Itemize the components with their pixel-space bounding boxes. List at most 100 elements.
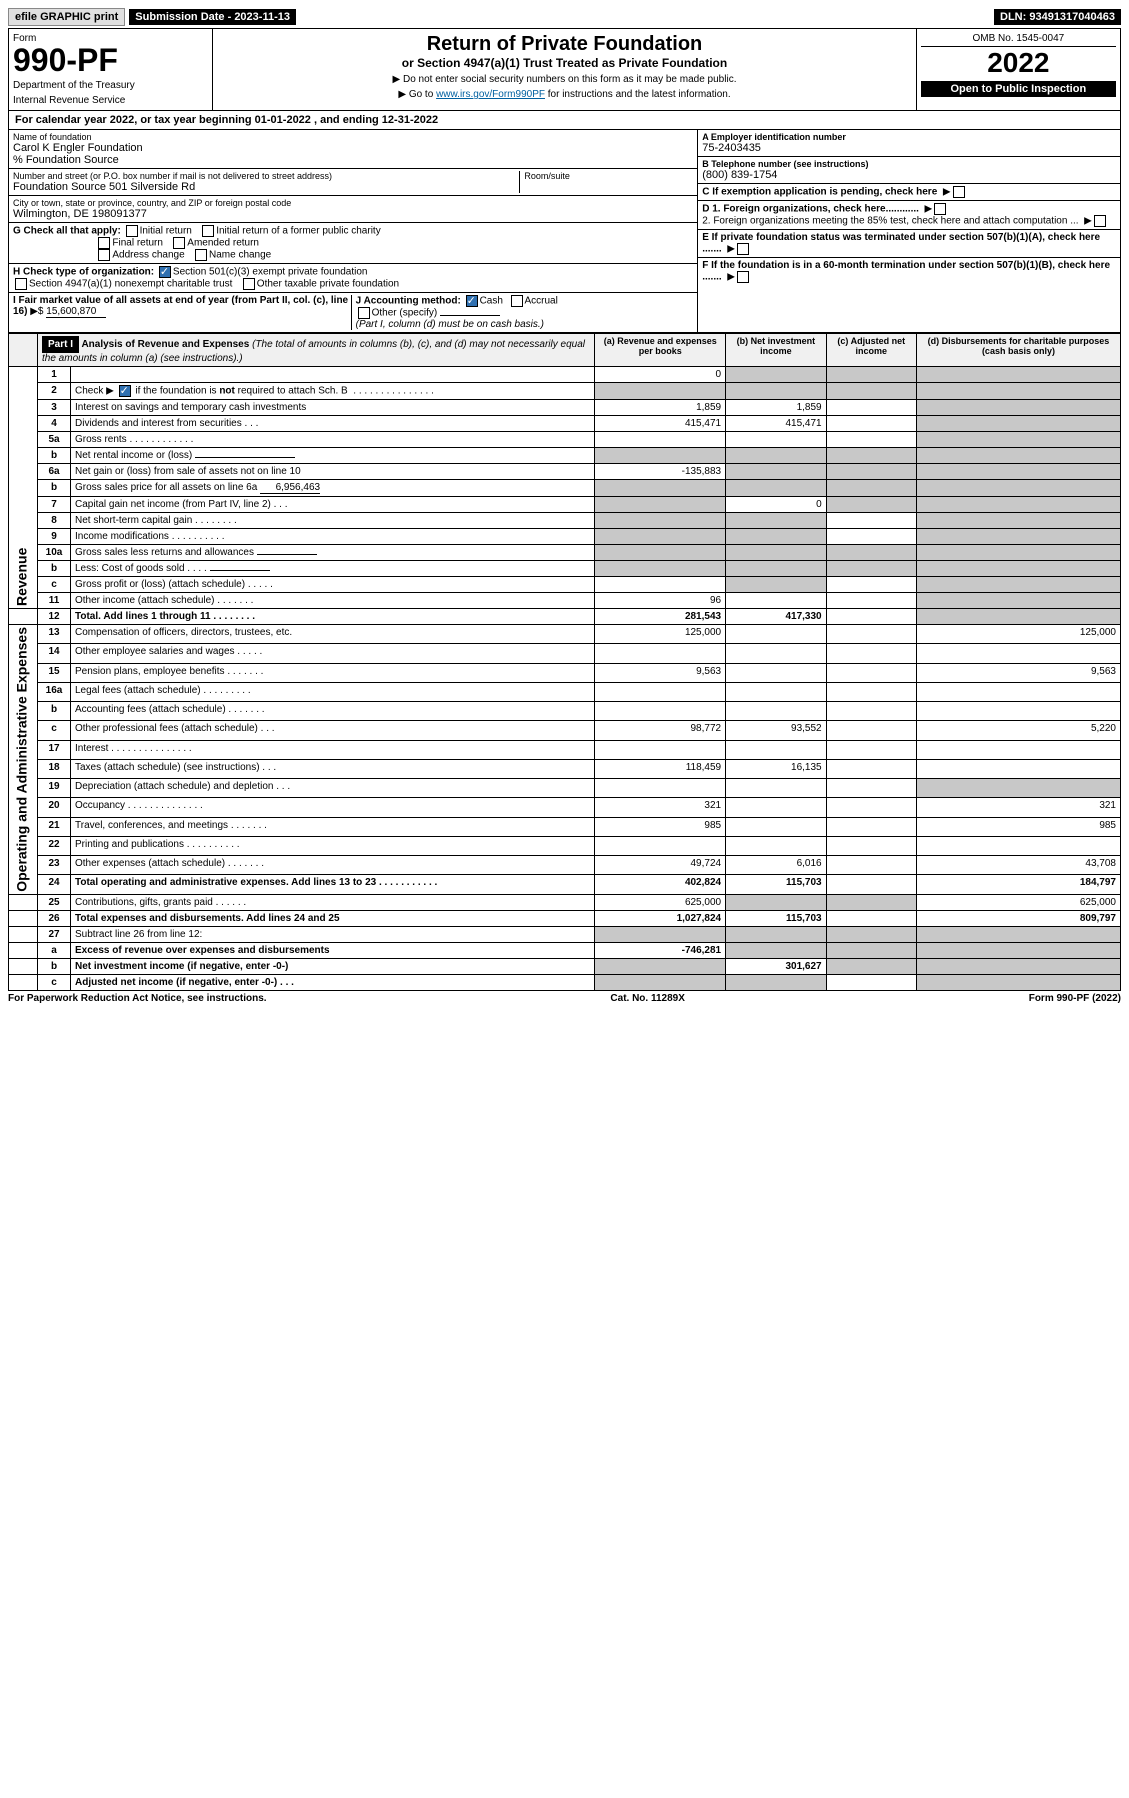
- ein-label: A Employer identification number: [702, 132, 1116, 142]
- line-16b-desc: Accounting fees (attach schedule) . . . …: [71, 702, 595, 721]
- f-check[interactable]: [737, 271, 749, 283]
- opt-4947: Section 4947(a)(1) nonexempt charitable …: [29, 279, 232, 290]
- main-table: Part I Analysis of Revenue and Expenses …: [8, 333, 1121, 991]
- name-label: Name of foundation: [13, 132, 693, 142]
- line-24-a: 402,824: [595, 875, 726, 894]
- line-2-desc: Check ▶ if the foundation is not require…: [71, 383, 595, 400]
- line-6a-desc: Net gain or (loss) from sale of assets n…: [71, 464, 595, 480]
- line-26-a: 1,027,824: [595, 910, 726, 926]
- line-26-d: 809,797: [916, 910, 1120, 926]
- line-5b-num: b: [38, 448, 71, 464]
- line-25-num: 25: [38, 894, 71, 910]
- footer-left: For Paperwork Reduction Act Notice, see …: [8, 993, 267, 1004]
- tel-label: B Telephone number (see instructions): [702, 159, 1116, 169]
- line-10c-desc: Gross profit or (loss) (attach schedule)…: [71, 577, 595, 593]
- opt-initial-public: Initial return of a former public charit…: [216, 226, 381, 237]
- line-6b-num: b: [38, 480, 71, 497]
- line-25-desc: Contributions, gifts, grants paid . . . …: [71, 894, 595, 910]
- line-11-desc: Other income (attach schedule) . . . . .…: [71, 593, 595, 609]
- name-change-check[interactable]: [195, 249, 207, 261]
- line-16c-num: c: [38, 721, 71, 740]
- line-17-num: 17: [38, 740, 71, 759]
- accrual-check[interactable]: [511, 295, 523, 307]
- other-taxable-check[interactable]: [243, 278, 255, 290]
- line-21-a: 985: [595, 817, 726, 836]
- line-1-desc: [71, 367, 595, 383]
- e-check[interactable]: [737, 243, 749, 255]
- amended-check[interactable]: [173, 237, 185, 249]
- line-27b-desc: Net investment income (if negative, ente…: [71, 958, 595, 974]
- footer: For Paperwork Reduction Act Notice, see …: [8, 991, 1121, 1006]
- line-6b-desc: Gross sales price for all assets on line…: [71, 480, 595, 497]
- instr2-post: for instructions and the latest informat…: [545, 89, 731, 100]
- line-9-num: 9: [38, 529, 71, 545]
- instr2-pre: ▶ Go to: [398, 89, 436, 100]
- line-21-desc: Travel, conferences, and meetings . . . …: [71, 817, 595, 836]
- initial-return-check[interactable]: [126, 225, 138, 237]
- line-10a-num: 10a: [38, 545, 71, 561]
- line-21-num: 21: [38, 817, 71, 836]
- line-2-num: 2: [38, 383, 71, 400]
- line-24-d: 184,797: [916, 875, 1120, 894]
- line-11-num: 11: [38, 593, 71, 609]
- line-20-d: 321: [916, 798, 1120, 817]
- other-method-check[interactable]: [358, 307, 370, 319]
- line-23-b: 6,016: [726, 856, 827, 875]
- opt-other: Other (specify): [372, 308, 438, 319]
- col-c-header: (c) Adjusted net income: [826, 334, 916, 367]
- footer-mid: Cat. No. 11289X: [610, 993, 684, 1004]
- line-20-num: 20: [38, 798, 71, 817]
- line-12-a: 281,543: [595, 609, 726, 625]
- col-b-header: (b) Net investment income: [726, 334, 827, 367]
- initial-public-check[interactable]: [202, 225, 214, 237]
- line-7-num: 7: [38, 497, 71, 513]
- line-21-d: 985: [916, 817, 1120, 836]
- 501c3-check[interactable]: [159, 266, 171, 278]
- line-19-desc: Depreciation (attach schedule) and deple…: [71, 779, 595, 798]
- line-27c-desc: Adjusted net income (if negative, enter …: [71, 974, 595, 990]
- foundation-name: Carol K Engler Foundation: [13, 142, 693, 154]
- schb-check[interactable]: [119, 385, 131, 397]
- line-13-d: 125,000: [916, 625, 1120, 644]
- line-16b-num: b: [38, 702, 71, 721]
- cash-check[interactable]: [466, 295, 478, 307]
- line-5a-num: 5a: [38, 432, 71, 448]
- line-16c-desc: Other professional fees (attach schedule…: [71, 721, 595, 740]
- line-4-b: 415,471: [726, 416, 827, 432]
- line-13-a: 125,000: [595, 625, 726, 644]
- line-13-num: 13: [38, 625, 71, 644]
- line-4-a: 415,471: [595, 416, 726, 432]
- opt-initial: Initial return: [140, 226, 192, 237]
- d1-check[interactable]: [934, 203, 946, 215]
- line-25-d: 625,000: [916, 894, 1120, 910]
- line-5a-desc: Gross rents . . . . . . . . . . . .: [71, 432, 595, 448]
- line-10a-desc: Gross sales less returns and allowances: [71, 545, 595, 561]
- city-value: Wilmington, DE 198091377: [13, 208, 693, 220]
- line-19-num: 19: [38, 779, 71, 798]
- final-return-check[interactable]: [98, 237, 110, 249]
- d2-check[interactable]: [1094, 215, 1106, 227]
- line-10c-num: c: [38, 577, 71, 593]
- line-15-desc: Pension plans, employee benefits . . . .…: [71, 663, 595, 682]
- line-16c-a: 98,772: [595, 721, 726, 740]
- c-check[interactable]: [953, 186, 965, 198]
- line-18-b: 16,135: [726, 759, 827, 778]
- line-23-d: 43,708: [916, 856, 1120, 875]
- opt-501c3: Section 501(c)(3) exempt private foundat…: [173, 267, 368, 278]
- city-label: City or town, state or province, country…: [13, 198, 693, 208]
- instruction-2: ▶ Go to www.irs.gov/Form990PF for instru…: [217, 89, 911, 100]
- line-16c-d: 5,220: [916, 721, 1120, 740]
- j-note: (Part I, column (d) must be on cash basi…: [356, 319, 544, 330]
- instructions-link[interactable]: www.irs.gov/Form990PF: [436, 89, 545, 100]
- efile-btn[interactable]: efile GRAPHIC print: [8, 8, 125, 26]
- opt-other-tax: Other taxable private foundation: [257, 279, 399, 290]
- address-change-check[interactable]: [98, 249, 110, 261]
- line-27a-desc: Excess of revenue over expenses and disb…: [71, 942, 595, 958]
- line-16a-desc: Legal fees (attach schedule) . . . . . .…: [71, 682, 595, 701]
- 4947-check[interactable]: [15, 278, 27, 290]
- form-title: Return of Private Foundation: [217, 33, 911, 56]
- line-18-num: 18: [38, 759, 71, 778]
- department: Department of the Treasury: [13, 80, 208, 91]
- line-24-desc: Total operating and administrative expen…: [71, 875, 595, 894]
- omb-number: OMB No. 1545-0047: [921, 33, 1116, 47]
